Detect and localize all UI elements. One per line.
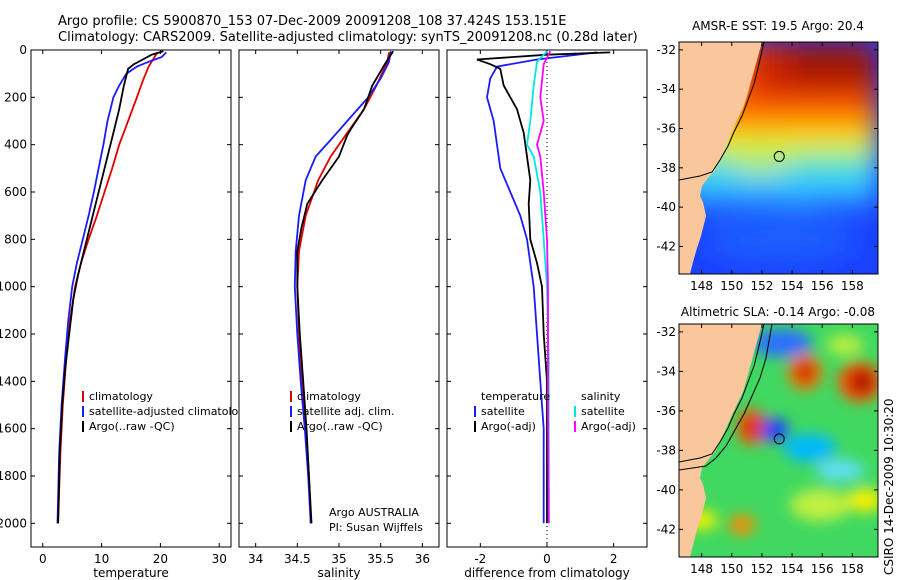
difference-series-group — [476, 50, 611, 524]
temperature-xtick-label: 10 — [94, 552, 109, 566]
sst-coastline — [679, 42, 765, 181]
sla-ytick-label: -42 — [656, 522, 676, 536]
salinity-series-argo — [296, 50, 394, 524]
difference-series-argo_sal_diff — [536, 50, 552, 524]
temperature-series-group — [56, 50, 167, 524]
argo-program-label: Argo AUSTRALIA — [329, 506, 419, 519]
sst-xtick-label: 148 — [690, 279, 713, 293]
temperature-ytick-label: 0 — [19, 43, 27, 57]
difference-xlabel: difference from climatology — [464, 566, 630, 580]
sla-xtick-label: 148 — [690, 562, 713, 576]
sla-ytick-label: -36 — [656, 404, 676, 418]
sla-xtick-label: 152 — [750, 562, 773, 576]
sst-ytick-label: -40 — [656, 200, 676, 214]
salinity-xtick-label: 34 — [248, 552, 263, 566]
sst-ytick-label: -34 — [656, 82, 676, 96]
sla-xtick-label: 158 — [841, 562, 864, 576]
difference-legend-sal-label: Argo(-adj) — [581, 420, 636, 433]
sla-map: 148 150 152 154 156 158 -32 -34 -36 -38 -40 -42 — [656, 323, 879, 576]
salinity-xtick-label: 35.5 — [367, 552, 394, 566]
difference-xtick-label: 2 — [610, 552, 618, 566]
temperature-xtick-label: 20 — [153, 552, 168, 566]
salinity-xtick-label: 35 — [331, 552, 346, 566]
sst-map: 148 150 152 154 156 158 -32 -34 -36 -38 -40 -42 — [656, 41, 879, 293]
sst-ytick-label: -36 — [656, 122, 676, 136]
sst-xtick-label: 156 — [811, 279, 834, 293]
temperature-ytick-label: 1200 — [0, 327, 27, 341]
sst-float-marker — [773, 150, 785, 162]
sla-ytick-label: -32 — [656, 325, 676, 339]
sla-xtick-label: 150 — [720, 562, 743, 576]
difference-xtick-label: 0 — [543, 552, 551, 566]
sst-ytick-label: -32 — [656, 43, 676, 57]
temperature-ytick-label: 2000 — [0, 516, 27, 530]
salinity-xtick-label: 36 — [415, 552, 430, 566]
temperature-ytick-label: 400 — [4, 138, 27, 152]
salinity-panel: 34 34.5 35 35.5 36 salinity climatology satelli… — [238, 49, 440, 580]
sla-xtick-label: 156 — [811, 562, 834, 576]
sst-ytick-label: -38 — [656, 161, 676, 175]
salinity-plot-frame — [238, 49, 440, 548]
difference-xtick-label: -2 — [474, 552, 486, 566]
temperature-xtick-label: 30 — [212, 552, 227, 566]
temperature-ytick-label: 800 — [4, 232, 27, 246]
sla-map-title: Altimetric SLA: -0.14 Argo: -0.08 — [681, 305, 875, 319]
temperature-plot-frame — [30, 49, 232, 548]
temperature-ytick-label: 1000 — [0, 280, 27, 294]
difference-legend-sal-title: salinity — [581, 390, 621, 403]
sst-xtick-label: 150 — [720, 279, 743, 293]
temperature-ytick-label: 200 — [4, 90, 27, 104]
sst-map-frame — [678, 41, 879, 275]
side-timestamp-label: CSIRO 14-Dec-2009 10:30:20 — [882, 398, 896, 575]
temperature-legend-label: climatology — [89, 390, 153, 403]
temperature-ytick-label: 1600 — [0, 422, 27, 436]
sla-map-frame — [678, 323, 879, 558]
sst-axes: 148 150 152 154 156 158 -32 -34 -36 -38 -40 -42 — [656, 42, 878, 293]
sla-isobath — [679, 324, 773, 471]
difference-legend-temp-label: Argo(-adj) — [481, 420, 536, 433]
temperature-legend-label: satellite-adjusted climatology — [89, 405, 252, 418]
temperature-series-argo — [57, 50, 164, 524]
temperature-ytick-label: 1800 — [0, 469, 27, 483]
sst-xtick-label: 154 — [781, 279, 804, 293]
temperature-xtick-label: 0 — [39, 552, 47, 566]
sst-xtick-label: 152 — [750, 279, 773, 293]
salinity-series-satellite — [293, 51, 392, 524]
header-line-2: Climatology: CARS2009. Satellite-adjuste… — [58, 30, 638, 45]
sst-field — [679, 42, 878, 262]
sla-coastline — [679, 324, 765, 463]
sla-xtick-label: 154 — [781, 562, 804, 576]
temperature-ytick-label: 1400 — [0, 374, 27, 388]
salinity-xlabel: salinity — [317, 566, 360, 580]
temperature-ytick-label: 600 — [4, 185, 27, 199]
salinity-series-group — [293, 50, 394, 524]
salinity-legend-label: satellite adj. clim. — [297, 405, 394, 418]
difference-legend-temp-label: satellite — [481, 405, 525, 418]
difference-series-satellite — [486, 51, 598, 524]
sla-ytick-label: -40 — [656, 483, 676, 497]
salinity-legend-label: Argo(..raw -QC) — [297, 420, 383, 433]
difference-legend-sal-label: satellite — [581, 405, 625, 418]
sst-ytick-label: -42 — [656, 239, 676, 253]
temperature-legend-label: Argo(..raw -QC) — [89, 420, 175, 433]
sla-ytick-label: -34 — [656, 364, 676, 378]
sst-xtick-label: 158 — [841, 279, 864, 293]
sla-axes: 148 150 152 154 156 158 -32 -34 -36 -38 -40 -42 — [656, 324, 878, 576]
sst-map-title: AMSR-E SST: 19.5 Argo: 20.4 — [692, 19, 864, 33]
salinity-xtick-label: 34.5 — [284, 552, 311, 566]
sla-float-marker — [773, 433, 785, 445]
sst-land — [679, 42, 762, 274]
difference-series-argo — [476, 51, 611, 524]
difference-legend-temp-title: temperature — [481, 390, 550, 403]
temperature-panel: 0 10 20 30 temperature 0 200 400 600 800 1000 1200 1… — [0, 43, 252, 580]
temperature-series-satellite — [56, 51, 167, 524]
header-line-1: Argo profile: CS 5900870_153 07-Dec-2009… — [58, 14, 566, 29]
sla-field — [682, 329, 878, 535]
sla-ytick-label: -38 — [656, 443, 676, 457]
salinity-legend-label: climatology — [297, 390, 361, 403]
temperature-xlabel: temperature — [93, 566, 168, 580]
argo-pi-label: PI: Susan Wijffels — [329, 521, 423, 534]
